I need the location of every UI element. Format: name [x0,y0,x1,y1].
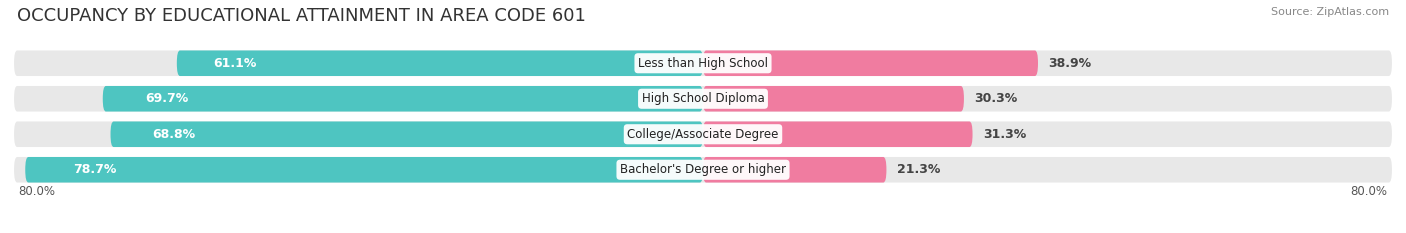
Text: 31.3%: 31.3% [983,128,1026,141]
Text: Source: ZipAtlas.com: Source: ZipAtlas.com [1271,7,1389,17]
Text: 69.7%: 69.7% [145,92,188,105]
FancyBboxPatch shape [703,86,965,112]
FancyBboxPatch shape [14,121,1392,147]
Text: 78.7%: 78.7% [73,163,117,176]
Text: Less than High School: Less than High School [638,57,768,70]
Text: 61.1%: 61.1% [214,57,257,70]
Text: 21.3%: 21.3% [897,163,941,176]
FancyBboxPatch shape [703,51,1038,76]
FancyBboxPatch shape [111,121,703,147]
Text: College/Associate Degree: College/Associate Degree [627,128,779,141]
FancyBboxPatch shape [14,51,1392,76]
FancyBboxPatch shape [703,157,886,182]
Text: 30.3%: 30.3% [974,92,1018,105]
Text: Bachelor's Degree or higher: Bachelor's Degree or higher [620,163,786,176]
FancyBboxPatch shape [25,157,703,182]
Text: 80.0%: 80.0% [1351,185,1388,198]
Text: OCCUPANCY BY EDUCATIONAL ATTAINMENT IN AREA CODE 601: OCCUPANCY BY EDUCATIONAL ATTAINMENT IN A… [17,7,586,25]
FancyBboxPatch shape [177,51,703,76]
Text: 80.0%: 80.0% [18,185,55,198]
FancyBboxPatch shape [14,157,1392,182]
Text: High School Diploma: High School Diploma [641,92,765,105]
Text: 38.9%: 38.9% [1049,57,1091,70]
Text: 68.8%: 68.8% [152,128,195,141]
FancyBboxPatch shape [103,86,703,112]
FancyBboxPatch shape [703,121,973,147]
FancyBboxPatch shape [14,86,1392,112]
